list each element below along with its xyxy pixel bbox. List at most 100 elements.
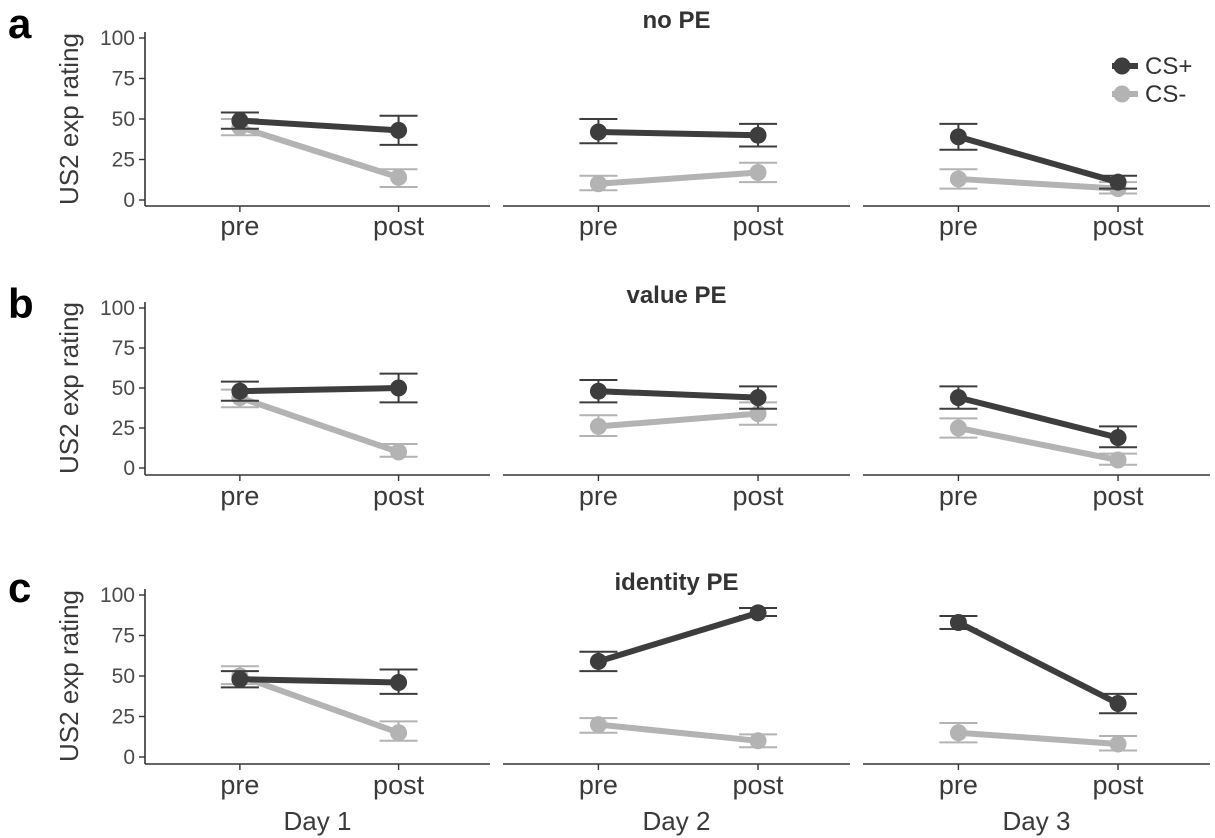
y-tick-label: 50 (112, 377, 135, 400)
y-tick-label: 50 (112, 665, 135, 688)
series-line-cs-minus (236, 124, 402, 181)
x-tick-label: pre (220, 481, 259, 511)
facet-1: pre post (145, 665, 490, 800)
y-tick-label: 25 (112, 417, 135, 440)
data-point-cs-plus (589, 382, 607, 400)
legend-label-cs-plus: CS+ (1145, 53, 1192, 80)
data-point-cs-plus (589, 123, 607, 141)
data-point-cs-plus (390, 673, 408, 691)
series-cs-plus (579, 118, 778, 148)
data-point-cs-minus (949, 419, 967, 437)
series-cs-plus (939, 614, 1138, 715)
day-label-1: Day 1 (284, 806, 352, 836)
series-cs-minus (220, 665, 418, 742)
facet-2: pre post (503, 379, 850, 511)
facet-3: pre post (863, 614, 1210, 800)
series-line-cs-plus (236, 676, 402, 686)
data-point-cs-plus (949, 128, 967, 146)
series-line-cs-plus (955, 619, 1122, 707)
data-point-cs-plus (749, 604, 767, 622)
x-tick-label: pre (939, 481, 978, 511)
series-cs-plus (220, 668, 418, 695)
facet-3: pre post (863, 385, 1210, 511)
legend-point-cs-minus (1113, 85, 1131, 103)
panel-title: no PE (642, 7, 710, 34)
x-tick-label: post (373, 211, 425, 241)
panel-label: c (8, 564, 31, 611)
series-line-cs-plus (595, 128, 762, 139)
data-point-cs-plus (749, 126, 767, 144)
series-line-cs-minus (955, 729, 1122, 748)
data-point-cs-minus (589, 716, 607, 734)
y-tick-label: 100 (100, 297, 135, 320)
x-tick-label: post (733, 481, 785, 511)
series-line-cs-minus (595, 721, 762, 744)
day-label-3: Day 3 (1003, 806, 1071, 836)
series-line-cs-minus (595, 410, 762, 430)
panel-title: identity PE (614, 569, 738, 596)
series-cs-plus (220, 111, 418, 146)
facet-1: pre post (145, 111, 490, 241)
facet-1: pre post (145, 372, 490, 511)
legend-point-cs-plus (1113, 57, 1131, 75)
x-tick-label: post (1093, 770, 1145, 800)
data-point-cs-minus (589, 417, 607, 435)
facet-3: pre post (863, 122, 1210, 241)
x-tick-label: pre (220, 770, 259, 800)
series-line-cs-plus (236, 117, 402, 134)
series-cs-minus (939, 168, 1138, 198)
y-tick-label: 100 (100, 584, 135, 607)
data-point-cs-minus (949, 170, 967, 188)
x-tick-label: post (733, 770, 785, 800)
y-tick-label: 25 (112, 706, 135, 729)
x-tick-label: pre (579, 770, 618, 800)
legend-label-cs-minus: CS- (1145, 81, 1186, 108)
data-point-cs-plus (1109, 429, 1127, 447)
series-cs-plus (939, 385, 1138, 449)
y-tick-label: 75 (112, 625, 135, 648)
data-point-cs-plus (949, 614, 967, 632)
series-line-cs-minus (955, 175, 1122, 192)
data-point-cs-minus (390, 168, 408, 186)
facet-2: pre post (503, 118, 850, 241)
data-point-cs-minus (390, 443, 408, 461)
x-tick-label: pre (939, 211, 978, 241)
y-tick-label: 100 (100, 27, 135, 50)
facet-2: pre post (503, 604, 850, 800)
x-tick-label: post (1093, 211, 1145, 241)
y-axis-label: US2 exp rating (54, 302, 84, 474)
series-line-cs-plus (955, 133, 1122, 186)
data-point-cs-plus (749, 389, 767, 407)
series-line-cs-plus (236, 385, 402, 395)
data-point-cs-minus (390, 724, 408, 742)
data-point-cs-plus (231, 112, 249, 130)
series-cs-minus (579, 401, 778, 437)
x-tick-label: post (733, 211, 785, 241)
series-line-cs-minus (236, 394, 402, 455)
data-point-cs-minus (749, 163, 767, 181)
y-axis-label: US2 exp rating (54, 590, 84, 762)
data-point-cs-plus (1109, 173, 1127, 191)
data-point-cs-minus (1109, 451, 1127, 469)
data-point-cs-plus (589, 652, 607, 670)
series-cs-minus (939, 417, 1138, 469)
data-point-cs-minus (1109, 735, 1127, 753)
data-point-cs-minus (589, 175, 607, 193)
series-line-cs-plus (595, 388, 762, 401)
y-tick-label: 50 (112, 108, 135, 131)
x-tick-label: pre (220, 211, 259, 241)
series-line-cs-minus (236, 673, 402, 736)
legend: CS+CS- (1112, 53, 1192, 108)
data-point-cs-plus (231, 382, 249, 400)
series-cs-minus (579, 716, 778, 750)
data-point-cs-plus (390, 379, 408, 397)
y-tick-label: 25 (112, 149, 135, 172)
data-point-cs-minus (949, 724, 967, 742)
x-tick-label: pre (579, 481, 618, 511)
panel-label: a (8, 0, 32, 47)
series-line-cs-minus (955, 425, 1122, 463)
series-cs-plus (220, 372, 418, 404)
y-tick-label: 75 (112, 68, 135, 91)
